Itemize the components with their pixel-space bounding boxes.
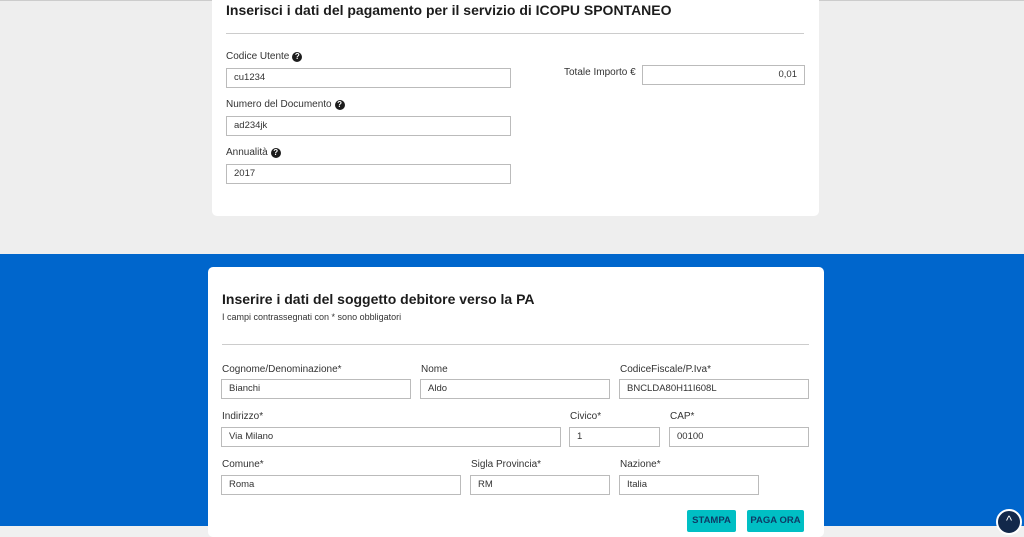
help-icon[interactable]: ?: [292, 51, 303, 62]
label-text: Annualità: [226, 147, 268, 158]
annualita-input[interactable]: 2017: [226, 164, 511, 184]
totale-importo-label: Totale Importo €: [564, 67, 636, 78]
help-icon[interactable]: ?: [334, 99, 345, 110]
print-button[interactable]: STAMPA: [687, 510, 736, 532]
codice-fiscale-input[interactable]: BNCLDA80H11I608L: [619, 379, 809, 399]
totale-importo-input[interactable]: 0,01: [642, 65, 805, 85]
cognome-label: Cognome/Denominazione*: [222, 364, 342, 375]
cognome-input[interactable]: Bianchi: [221, 379, 411, 399]
divider: [226, 33, 804, 34]
back-to-top-button[interactable]: ^: [996, 509, 1022, 535]
annualita-label: Annualità?: [226, 147, 281, 158]
cap-input[interactable]: 00100: [669, 427, 809, 447]
codice-fiscale-label: CodiceFiscale/P.Iva*: [620, 364, 711, 375]
indirizzo-input[interactable]: Via Milano: [221, 427, 561, 447]
pay-now-button[interactable]: PAGA ORA: [747, 510, 804, 532]
provincia-label: Sigla Provincia*: [471, 459, 542, 470]
numero-documento-label: Numero del Documento?: [226, 99, 345, 110]
nazione-label: Nazione*: [620, 459, 661, 470]
debtor-subtitle: I campi contrassegnati con * sono obblig…: [222, 312, 402, 322]
civico-input[interactable]: 1: [569, 427, 660, 447]
nome-label: Nome: [421, 364, 448, 375]
cap-label: CAP*: [670, 411, 695, 422]
label-text: Codice Utente: [226, 51, 290, 62]
indirizzo-label: Indirizzo*: [222, 411, 264, 422]
civico-label: Civico*: [570, 411, 602, 422]
codice-utente-input[interactable]: cu1234: [226, 68, 511, 88]
debtor-card: [208, 267, 824, 537]
debtor-title: Inserire i dati del soggetto debitore ve…: [222, 291, 535, 307]
provincia-input[interactable]: RM: [470, 475, 610, 495]
chevron-up-icon: ^: [1005, 513, 1013, 528]
label-text: Numero del Documento: [226, 99, 332, 110]
codice-utente-label: Codice Utente?: [226, 51, 303, 62]
comune-label: Comune*: [222, 459, 264, 470]
comune-input[interactable]: Roma: [221, 475, 461, 495]
numero-documento-input[interactable]: ad234jk: [226, 116, 511, 136]
nome-input[interactable]: Aldo: [420, 379, 610, 399]
payment-title: Inserisci i dati del pagamento per il se…: [226, 2, 672, 18]
help-icon[interactable]: ?: [270, 147, 281, 158]
divider: [222, 344, 809, 345]
nazione-input[interactable]: Italia: [619, 475, 759, 495]
